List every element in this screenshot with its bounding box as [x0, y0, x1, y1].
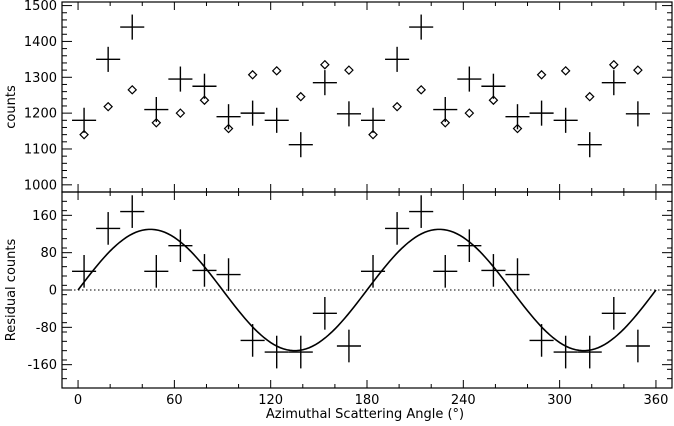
diamond-marker [199, 95, 210, 106]
y-tick-label: 160 [32, 209, 57, 224]
top-panel: 1000 1100 1200 1300 1400 1500 [24, 0, 673, 193]
diamond-marker [368, 129, 378, 140]
data-point-errorbar [336, 329, 361, 363]
data-point-errorbar [553, 335, 578, 369]
y-tick-label: 1300 [24, 71, 57, 86]
data-point-errorbar [264, 107, 289, 133]
diamond-marker [127, 84, 138, 95]
diamond-marker [79, 129, 89, 140]
diamond-marker [223, 123, 234, 134]
diamond-marker [560, 65, 571, 76]
data-point-errorbar [601, 70, 626, 96]
data-point-errorbar [288, 335, 313, 369]
data-point-errorbar [481, 73, 506, 99]
data-point-errorbar [216, 258, 241, 291]
data-point-errorbar [433, 255, 458, 288]
diamond-marker [320, 59, 330, 70]
data-point-errorbar [120, 195, 145, 228]
diamond-marker [440, 117, 451, 128]
data-point-errorbar [120, 14, 145, 40]
data-point-errorbar [144, 255, 169, 288]
data-point-errorbar [144, 97, 169, 123]
data-point-errorbar [192, 254, 217, 287]
x-tick-label: 300 [547, 393, 572, 408]
data-point-errorbar [240, 324, 265, 357]
x-axis-label: Azimuthal Scattering Angle (°) [266, 407, 464, 422]
x-tick-label: 120 [258, 393, 283, 408]
y-tick-label: 80 [40, 246, 57, 261]
diamond-marker [464, 108, 475, 118]
data-point-errorbar [481, 254, 506, 287]
data-point-errorbar [553, 107, 578, 133]
data-point-errorbar [409, 195, 434, 228]
y-tick-label: -80 [36, 321, 57, 336]
data-point-errorbar [240, 100, 265, 126]
data-point-errorbar [72, 107, 97, 133]
data-point-errorbar [433, 97, 458, 123]
data-point-errorbar [336, 101, 361, 127]
data-point-errorbar [577, 132, 602, 158]
diamond-marker [512, 123, 523, 134]
data-point-errorbar [601, 297, 626, 330]
data-point-errorbar [96, 46, 121, 72]
diamond-marker [392, 101, 402, 112]
y-tick-label: 1000 [24, 178, 57, 193]
top-y-axis-label: counts [4, 85, 19, 129]
data-point-errorbar [625, 101, 650, 127]
bottom-y-axis-label: Residual counts [4, 239, 19, 342]
data-point-errorbar [505, 258, 530, 291]
data-point-errorbar [168, 229, 193, 262]
data-point-errorbar [360, 107, 386, 133]
data-point-errorbar [312, 70, 337, 96]
diamond-marker [608, 59, 619, 70]
y-tick-label: -160 [27, 358, 57, 373]
data-point-errorbar [457, 229, 482, 262]
data-point-errorbar [312, 297, 337, 330]
data-point-errorbar [409, 14, 434, 40]
diamond-marker [416, 84, 427, 95]
data-point-errorbar [385, 46, 410, 72]
data-point-errorbar [192, 73, 217, 99]
diamond-marker [536, 69, 547, 80]
data-point-errorbar [529, 100, 554, 126]
data-point-errorbar [96, 212, 121, 245]
fit-curve [77, 228, 657, 352]
x-tick-label: 240 [451, 393, 476, 408]
diamond-marker [271, 65, 282, 76]
data-point-errorbar [264, 335, 289, 369]
x-tick-label: 60 [166, 393, 183, 408]
diamond-marker [344, 65, 354, 75]
y-tick-label: 1400 [24, 35, 57, 50]
diamond-marker [295, 91, 306, 102]
x-tick-label: 180 [355, 393, 380, 408]
diamond-marker [247, 69, 258, 80]
diamond-marker [151, 117, 162, 128]
diamond-marker [103, 101, 113, 112]
diamond-marker [633, 65, 643, 75]
data-point-errorbar [529, 324, 554, 357]
y-tick-label: 1500 [24, 0, 57, 14]
data-point-errorbar [385, 212, 410, 245]
diamond-marker [175, 108, 186, 118]
y-tick-label: 1200 [24, 107, 57, 122]
y-tick-label: 1100 [24, 142, 57, 157]
diamond-marker [584, 91, 595, 102]
data-point-errorbar [577, 335, 602, 369]
x-tick-label: 0 [74, 393, 82, 408]
data-point-errorbar [457, 66, 482, 92]
x-tick-label: 360 [644, 393, 669, 408]
y-tick-label: 0 [49, 284, 57, 299]
bottom-panel: 0 60 120 180 240 300 360 -160 -80 0 80 160 [27, 191, 673, 408]
diamond-marker [488, 95, 499, 106]
data-point-errorbar [288, 132, 313, 158]
data-point-errorbar [168, 66, 193, 92]
data-point-errorbar [625, 329, 650, 363]
